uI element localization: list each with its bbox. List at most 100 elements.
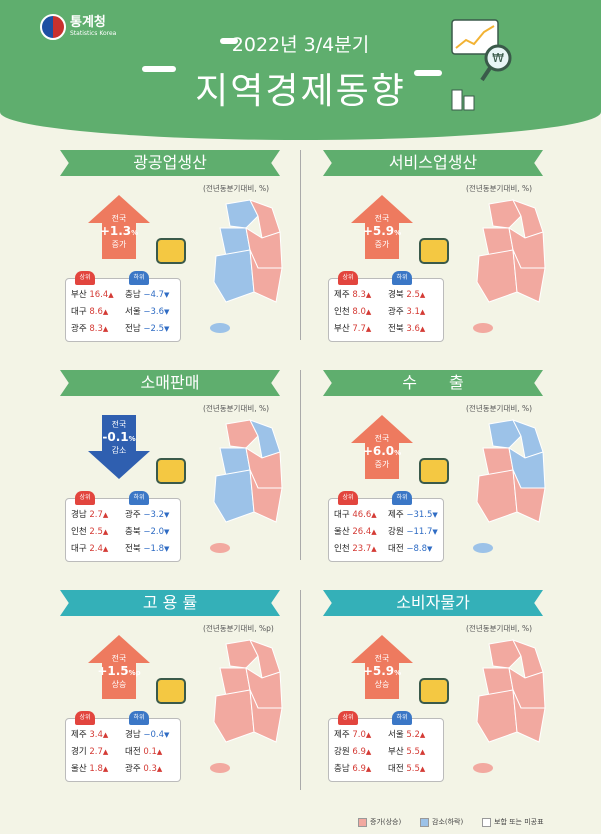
national-value-number: +5.9 xyxy=(362,664,395,678)
unit-note: (전년동분기대비, %p) xyxy=(203,624,274,633)
up-triangle-icon: ▲ xyxy=(102,528,109,536)
up-triangle-icon: ▲ xyxy=(156,765,163,773)
column-divider xyxy=(300,590,301,790)
region-value: 7.0 xyxy=(352,730,366,740)
region-value: −1.8 xyxy=(143,544,164,554)
down-triangle-icon: ▼ xyxy=(163,528,170,536)
legend-increase: 증가(상승) xyxy=(358,817,401,827)
bottom-tag: 하위 xyxy=(129,491,149,505)
down-triangle-icon: ▼ xyxy=(426,545,433,553)
national-value-unit: % xyxy=(131,229,139,237)
top-tag: 상위 xyxy=(338,711,358,725)
map-region xyxy=(476,689,518,743)
org-name-en: Statistics Korea xyxy=(70,30,117,37)
up-triangle-icon: ▲ xyxy=(419,748,426,756)
region-value: 8.6 xyxy=(89,307,103,317)
increase-arrow-icon xyxy=(351,635,413,699)
national-change: 전국 +1.3% 증가 xyxy=(88,213,150,251)
national-label: 전국 xyxy=(111,654,127,663)
region-name: 충남 xyxy=(125,290,141,300)
bottom-region-row: 전남 −2.5▼ xyxy=(125,322,169,334)
ranking-table xyxy=(328,278,444,342)
svg-text:₩: ₩ xyxy=(492,51,504,65)
down-triangle-icon: ▼ xyxy=(432,528,438,536)
unit-note: (전년동분기대비, %) xyxy=(466,404,533,413)
bottom-region-row: 부산 5.5▲ xyxy=(388,745,425,757)
top-tag: 상위 xyxy=(338,491,358,505)
region-name: 부산 xyxy=(388,747,404,757)
region-name: 인천 xyxy=(71,527,87,537)
unit-note: (전년동분기대비, %) xyxy=(466,624,533,633)
panel-title-banner: 수 출 xyxy=(323,370,543,396)
region-value: −31.5 xyxy=(406,510,433,520)
korea-region-map xyxy=(473,199,546,333)
national-change: 전국 +6.0% 증가 xyxy=(351,433,413,471)
unit-note: (전년동분기대비, %) xyxy=(203,404,270,413)
region-name: 광주 xyxy=(71,324,87,334)
bottom-region-row: 대전 5.5▲ xyxy=(388,762,425,774)
up-triangle-icon: ▲ xyxy=(102,325,109,333)
national-value-number: +1.5 xyxy=(97,664,129,678)
region-name: 대전 xyxy=(388,544,404,554)
region-value: 2.7 xyxy=(89,510,103,520)
jeju-region xyxy=(210,543,230,553)
excavator-icon xyxy=(156,238,186,264)
panel-title-banner: 광공업생산 xyxy=(60,150,280,176)
region-value: 6.9 xyxy=(352,764,366,774)
top-region-row: 울산 1.8▲ xyxy=(71,762,108,774)
region-value: −3.2 xyxy=(143,510,164,520)
ranking-table xyxy=(328,718,444,782)
up-triangle-icon: ▲ xyxy=(365,291,372,299)
ranking-table xyxy=(65,498,181,562)
national-label: 전국 xyxy=(374,214,390,223)
decrease-arrow-icon xyxy=(88,415,150,479)
national-change: 전국 +1.5%p 상승 xyxy=(88,653,150,691)
national-value-unit: % xyxy=(394,449,402,457)
region-name: 광주 xyxy=(125,764,141,774)
map-region xyxy=(476,249,518,303)
bottom-tag: 하위 xyxy=(392,711,412,725)
top-region-row: 대구 2.4▲ xyxy=(71,542,108,554)
region-name: 제주 xyxy=(334,730,350,740)
national-change: 전국 +5.9% 증가 xyxy=(351,213,413,251)
region-value: 26.4 xyxy=(352,527,372,537)
region-value: 7.7 xyxy=(352,324,366,334)
region-name: 충북 xyxy=(125,527,141,537)
region-name: 강원 xyxy=(388,527,404,537)
national-value: +1.5%p xyxy=(88,665,150,679)
korea-region-map xyxy=(210,199,283,333)
region-name: 경남 xyxy=(125,730,141,740)
national-value-unit: % xyxy=(394,229,402,237)
top-tag: 상위 xyxy=(75,271,95,285)
map-region xyxy=(512,249,546,303)
region-name: 광주 xyxy=(125,510,141,520)
unit-note: (전년동분기대비, %) xyxy=(466,184,533,193)
region-value: −2.0 xyxy=(143,527,164,537)
national-label: 전국 xyxy=(111,420,127,429)
up-triangle-icon: ▲ xyxy=(365,325,372,333)
bottom-region-row: 전북 3.6▲ xyxy=(388,322,425,334)
up-triangle-icon: ▲ xyxy=(102,545,109,553)
top-region-row: 제주 7.0▲ xyxy=(334,728,371,740)
national-value: +5.9% xyxy=(351,225,413,239)
cloud-icon xyxy=(142,66,176,72)
direction-label: 증가 xyxy=(374,240,390,249)
national-value-number: +1.3 xyxy=(99,224,132,238)
direction-label: 감소 xyxy=(111,446,127,455)
top-region-row: 대구 46.6▲ xyxy=(334,508,377,520)
up-triangle-icon: ▲ xyxy=(102,765,109,773)
column-divider xyxy=(300,150,301,340)
bottom-region-row: 충남 −4.7▼ xyxy=(125,288,169,300)
up-triangle-icon: ▲ xyxy=(419,308,426,316)
up-triangle-icon: ▲ xyxy=(419,325,426,333)
ranking-table xyxy=(65,278,181,342)
org-name-ko: 통계청 xyxy=(70,15,106,30)
korea-region-map xyxy=(210,639,283,773)
region-value: 2.7 xyxy=(89,747,103,757)
region-name: 경기 xyxy=(71,747,87,757)
national-value-number: +5.9 xyxy=(362,224,395,238)
up-triangle-icon: ▲ xyxy=(371,545,377,553)
bottom-region-row: 서울 5.2▲ xyxy=(388,728,425,740)
increase-arrow-icon xyxy=(351,415,413,479)
map-region xyxy=(488,419,522,449)
